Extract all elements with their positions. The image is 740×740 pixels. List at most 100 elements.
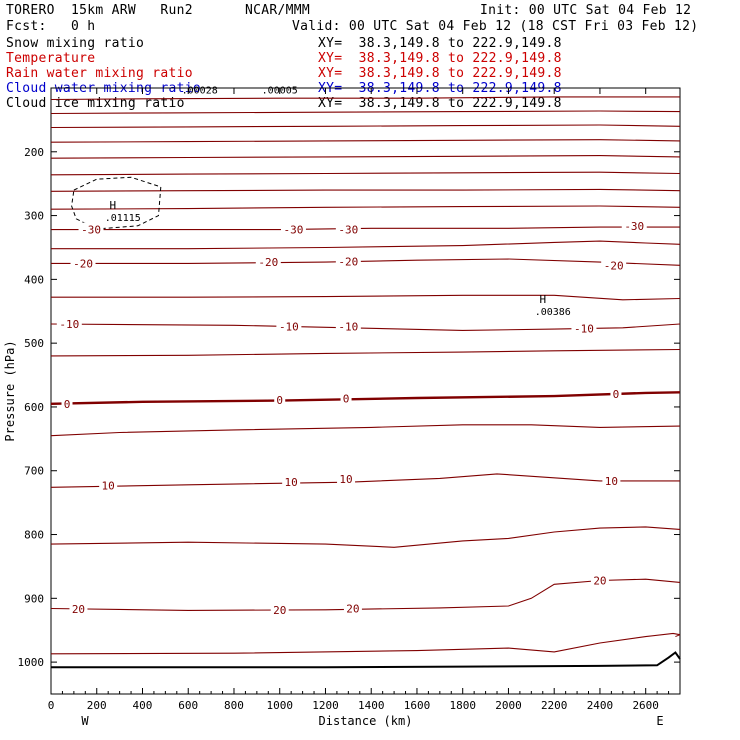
temp-label-bg-2 bbox=[335, 222, 361, 236]
temp-label-20: 20 bbox=[72, 603, 85, 616]
temp-label-bg-20 bbox=[69, 602, 88, 616]
x-tick-label-7: 1400 bbox=[358, 699, 385, 712]
isotherm-3 bbox=[50, 139, 681, 143]
legend-xy-snow: XY= 38.3,149.8 to 222.9,149.8 bbox=[318, 36, 562, 51]
temp-label-0: -30 bbox=[81, 224, 101, 237]
temp-label-bg-17 bbox=[282, 475, 301, 489]
snow-dashed-contour bbox=[71, 176, 162, 230]
legend-label-rain: Rain water mixing ratio bbox=[6, 66, 193, 81]
axes: 0 200 400 600 800 1000 1200 1400 1600 1800 2000 220… bbox=[3, 88, 680, 728]
temp-label-bg-22 bbox=[343, 601, 362, 615]
temp-label-bg-23 bbox=[590, 573, 609, 587]
temp-label-bg-4 bbox=[70, 256, 96, 270]
ice-contour-edge bbox=[675, 634, 681, 638]
isotherm-12 bbox=[50, 323, 681, 331]
plot-border bbox=[50, 87, 681, 695]
isotherm-17 bbox=[50, 526, 681, 548]
x-tick-label-12: 2400 bbox=[587, 699, 614, 712]
temp-label-bg-5 bbox=[255, 255, 281, 269]
x-tick-label-5: 1000 bbox=[266, 699, 293, 712]
extremum-value-1: .00386 bbox=[535, 307, 571, 318]
temp-label-bg-19 bbox=[602, 473, 621, 487]
temp-label-bg-21 bbox=[270, 602, 289, 616]
x-tick-label-6: 1200 bbox=[312, 699, 339, 712]
x-end-label-west: W bbox=[81, 714, 89, 728]
x-tick-label-11: 2200 bbox=[541, 699, 568, 712]
isotherm-4 bbox=[50, 155, 681, 159]
temp-label-bg-16 bbox=[99, 478, 118, 492]
y-tick-label-6: 800 bbox=[24, 529, 44, 542]
legend-xy-temperature: XY= 38.3,149.8 to 222.9,149.8 bbox=[318, 51, 562, 66]
forecast-hour: Fcst: 0 h bbox=[6, 19, 96, 34]
legend-xy-rain: XY= 38.3,149.8 to 222.9,149.8 bbox=[318, 66, 562, 81]
isotherm-19 bbox=[50, 632, 681, 655]
temp-label-bg-0 bbox=[78, 222, 104, 236]
temp-label-6: -20 bbox=[338, 256, 358, 269]
temp-label-15: 0 bbox=[613, 388, 620, 401]
extremum-high-0: H bbox=[109, 199, 116, 212]
init-time: Init: 00 UTC Sat 04 Feb 12 bbox=[480, 3, 692, 18]
temp-label-9: -10 bbox=[279, 321, 299, 334]
isotherm-8 bbox=[51, 226, 680, 231]
temp-label-bg-3 bbox=[621, 218, 647, 232]
isotherm-9 bbox=[51, 240, 681, 250]
isotherm-7 bbox=[50, 205, 681, 210]
model-title: TORERO 15km ARW Run2 bbox=[6, 3, 193, 18]
temp-label-bg-1 bbox=[280, 222, 306, 236]
y-tick-label-0: 200 bbox=[24, 146, 44, 159]
isotherm-6 bbox=[50, 188, 681, 192]
temp-label-bg-13 bbox=[274, 392, 286, 406]
y-tick-label-7: 900 bbox=[24, 592, 44, 605]
legend-xy-cloud-ice: XY= 38.3,149.8 to 222.9,149.8 bbox=[318, 96, 562, 111]
temp-label-14: 0 bbox=[343, 393, 350, 406]
terrain-surface bbox=[51, 651, 681, 669]
temp-label-8: -10 bbox=[59, 318, 79, 331]
x-tick-label-0: 0 bbox=[48, 699, 55, 712]
temp-label-bg-12 bbox=[61, 396, 73, 410]
ice-extremum-value-0: .00028 bbox=[182, 85, 218, 96]
isotherm-13 bbox=[50, 348, 681, 357]
extremum-high-1: H bbox=[539, 293, 546, 306]
temp-label-16: 10 bbox=[102, 479, 115, 492]
temp-label-bg-8 bbox=[56, 317, 82, 331]
temp-label-bg-10 bbox=[335, 319, 361, 333]
isotherm-1 bbox=[50, 110, 681, 115]
isotherm-2 bbox=[50, 124, 681, 129]
temp-label-bg-6 bbox=[335, 254, 361, 268]
y-tick-label-8: 1000 bbox=[18, 656, 45, 669]
y-tick-label-1: 300 bbox=[24, 210, 44, 223]
temp-label-12: 0 bbox=[64, 398, 71, 411]
temp-label-bg-18 bbox=[337, 472, 356, 486]
y-tick-label-3: 500 bbox=[24, 337, 44, 350]
temp-label-13: 0 bbox=[276, 394, 283, 407]
x-axis-label: Distance (km) bbox=[319, 714, 413, 728]
x-end-label-east: E bbox=[656, 714, 663, 728]
x-tick-label-4: 800 bbox=[224, 699, 244, 712]
x-tick-label-10: 2000 bbox=[495, 699, 522, 712]
temp-label-2: -30 bbox=[338, 224, 358, 237]
isotherm-15 bbox=[50, 424, 681, 437]
temp-label-bg-14 bbox=[340, 391, 352, 405]
temp-label-18: 10 bbox=[339, 473, 352, 486]
y-tick-label-4: 600 bbox=[24, 401, 44, 414]
isotherm-10 bbox=[51, 258, 681, 266]
temp-label-5: -20 bbox=[258, 256, 278, 269]
temp-label-3: -30 bbox=[624, 220, 644, 233]
temp-label-19: 10 bbox=[605, 475, 618, 488]
isotherm-labels: -30 -30 -30 -30 -20 -20 -20 -20 -10 -10 -10 -10 0 0 0 0… bbox=[56, 85, 647, 617]
legend-label-cloud-ice: Cloud ice mixing ratio bbox=[6, 96, 185, 111]
isotherm-18 bbox=[50, 578, 681, 611]
terrain-line bbox=[51, 634, 681, 669]
y-tick-label-5: 700 bbox=[24, 465, 44, 478]
temp-label-11: -10 bbox=[574, 322, 594, 335]
temp-label-1: -30 bbox=[284, 224, 304, 237]
temp-label-17: 10 bbox=[285, 476, 298, 489]
valid-time: Valid: 00 UTC Sat 04 Feb 12 (18 CST Fri … bbox=[292, 19, 699, 34]
isotherm-11 bbox=[51, 294, 681, 301]
isotherm-16 bbox=[50, 473, 680, 488]
isotherm-lines bbox=[50, 96, 681, 655]
x-tick-label-8: 1600 bbox=[404, 699, 431, 712]
temp-label-7: -20 bbox=[604, 259, 624, 272]
isotherm-0 bbox=[50, 96, 680, 101]
